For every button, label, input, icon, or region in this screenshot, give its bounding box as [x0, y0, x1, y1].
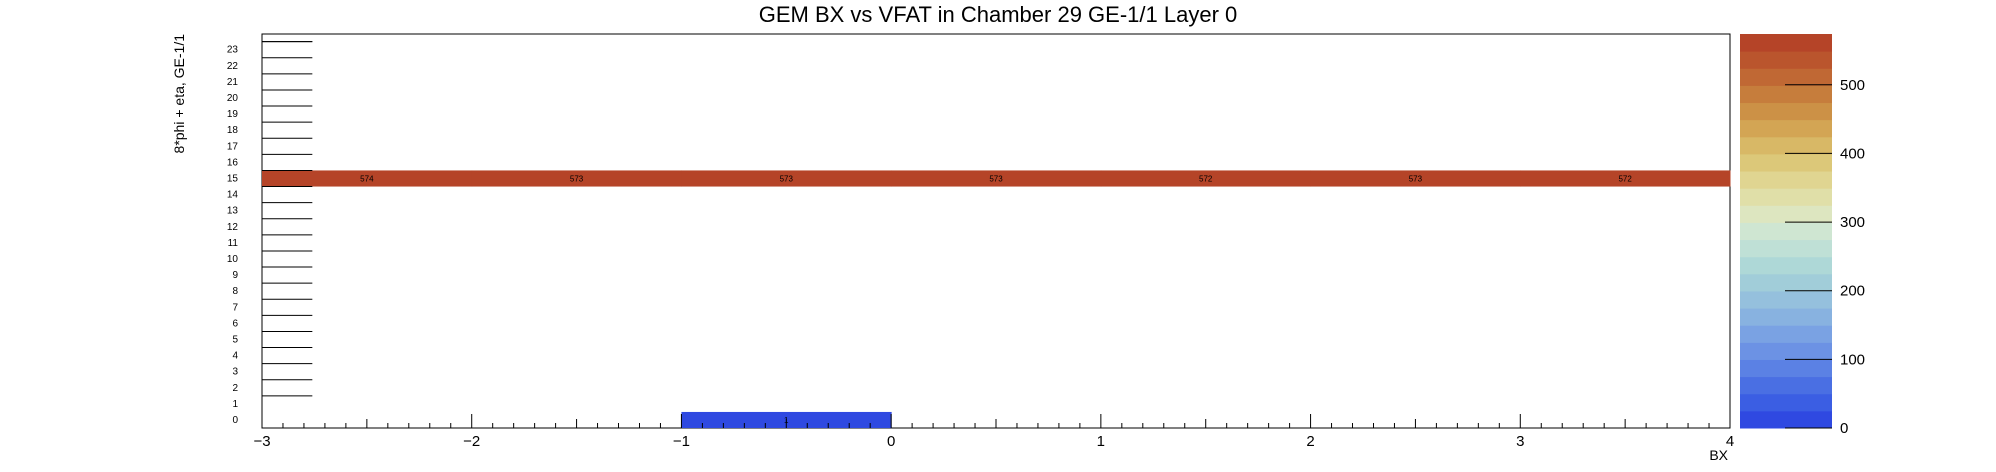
chart-title: GEM BX vs VFAT in Chamber 29 GE-1/1 Laye…: [759, 2, 1238, 27]
palette-band: [1740, 222, 1832, 241]
y-tick-label: 5: [232, 335, 238, 346]
y-tick-label: 13: [227, 206, 239, 217]
palette-band: [1740, 239, 1832, 258]
plot-frame: [261, 33, 1731, 429]
palette-band: [1740, 376, 1832, 395]
palette-tick-label: 400: [1840, 145, 1865, 162]
y-tick-label: 2: [232, 383, 238, 394]
palette-band: [1740, 136, 1832, 155]
heatmap-cell: [891, 170, 1102, 187]
palette-band: [1740, 308, 1832, 326]
y-tick-label: 7: [232, 302, 238, 313]
palette-band: [1740, 102, 1832, 121]
palette-band: [1740, 85, 1832, 104]
palette-band: [1740, 290, 1832, 309]
y-tick-label: 11: [228, 238, 239, 249]
heatmap-cell: [471, 170, 682, 187]
palette-tick-label: 200: [1840, 283, 1865, 300]
y-tick-label: 15: [227, 174, 239, 185]
heatmap-cell: [1520, 170, 1731, 187]
x-tick-label: −1: [673, 433, 690, 450]
cell-value-label: 573: [1409, 175, 1423, 184]
y-tick-label: 17: [227, 141, 239, 152]
palette-band: [1740, 393, 1832, 412]
palette-band: [1740, 188, 1832, 206]
palette-tick-label: 100: [1840, 351, 1865, 368]
palette-band: [1740, 256, 1832, 275]
x-axis: −3 −2 −1 0 1 2 3 4: [253, 414, 1734, 450]
palette-tick-label: 0: [1840, 420, 1848, 437]
y-tick-label: 6: [232, 318, 238, 329]
y-tick-label: 10: [227, 254, 239, 265]
palette-band: [1740, 342, 1832, 360]
palette-band: [1740, 325, 1832, 343]
palette-band: [1740, 273, 1832, 292]
heatmap-cell: [681, 170, 892, 187]
heatmap-cell: [262, 170, 473, 187]
y-tick-label: 23: [227, 45, 239, 56]
palette-band: [1740, 34, 1832, 52]
x-tick-label: 4: [1726, 433, 1734, 450]
palette-tick-label: 500: [1840, 77, 1865, 94]
y-tick-label: 22: [227, 61, 239, 72]
palette-band: [1740, 205, 1832, 223]
color-palette: 0 100 200 300 400 500: [1740, 34, 1865, 437]
x-tick-label: 3: [1516, 433, 1524, 450]
x-tick-label: −3: [253, 433, 270, 450]
cell-value-label: 572: [1199, 175, 1213, 184]
y-tick-label: 18: [227, 125, 239, 136]
heatmap-cells: 5745735735735725735721: [262, 170, 1731, 429]
y-axis-label: 8*phi + eta, GE-1/1: [171, 34, 187, 154]
x-tick-label: 1: [1097, 433, 1105, 450]
cell-value-label: 573: [989, 175, 1003, 184]
x-axis-label: BX: [1709, 447, 1728, 463]
cell-value-label: 574: [360, 175, 374, 184]
y-tick-label: 16: [227, 157, 239, 168]
y-tick-label: 8: [232, 286, 238, 297]
heatmap-cell: [1100, 170, 1312, 187]
x-tick-label: −2: [463, 433, 480, 450]
cell-value-label: 573: [780, 175, 794, 184]
y-tick-label: 4: [232, 351, 238, 362]
palette-band: [1740, 51, 1832, 69]
y-tick-label: 3: [232, 367, 238, 378]
x-tick-label: 0: [887, 433, 895, 450]
y-tick-label: 0: [232, 415, 238, 426]
palette-band: [1740, 410, 1832, 429]
y-tick-label: 1: [232, 399, 238, 410]
palette-band: [1740, 171, 1832, 189]
palette-band: [1740, 153, 1832, 172]
y-tick-label: 20: [227, 93, 239, 104]
y-tick-label: 21: [227, 77, 239, 88]
palette-band: [1740, 119, 1832, 138]
cell-value-label: 573: [570, 175, 584, 184]
y-tick-label: 19: [227, 109, 239, 120]
cell-value-label: 572: [1618, 175, 1632, 184]
y-tick-label: 12: [227, 222, 239, 233]
y-tick-label: 14: [227, 190, 239, 201]
palette-band: [1740, 359, 1832, 378]
y-tick-label: 9: [232, 270, 238, 281]
heatmap-cell: [1310, 170, 1521, 187]
x-tick-label: 2: [1306, 433, 1314, 450]
palette-tick-label: 300: [1840, 214, 1865, 231]
palette-band: [1740, 68, 1832, 86]
